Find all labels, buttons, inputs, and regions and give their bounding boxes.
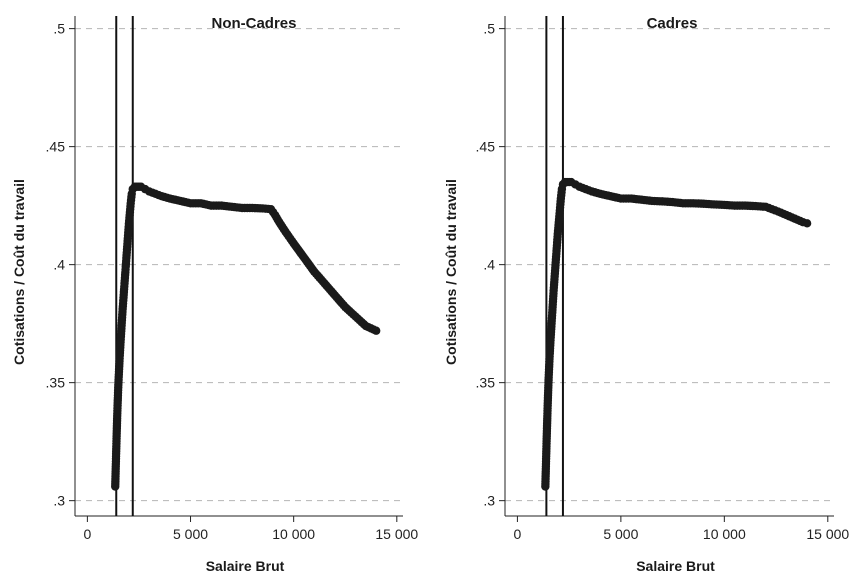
x-tick-label: 5 000 bbox=[603, 526, 638, 542]
y-tick-label: .45 bbox=[46, 139, 66, 155]
y-tick-label: .5 bbox=[483, 21, 495, 37]
panel-non-cadres: .3 .35 .4 .45 .5 0 5 000 10 000 15 000 Non-Cadres… bbox=[11, 15, 418, 574]
y-tick-label: .3 bbox=[53, 493, 65, 509]
y-tick-label: .4 bbox=[53, 257, 65, 273]
y-axis-label: Cotisations / Coût du travail bbox=[11, 179, 27, 365]
scatter-series bbox=[541, 177, 812, 491]
data-point bbox=[371, 326, 381, 335]
x-axis-label: Salaire Brut bbox=[636, 558, 715, 574]
y-tick-label: .3 bbox=[483, 493, 495, 509]
x-tick-label: 15 000 bbox=[806, 526, 849, 542]
x-tick-label: 0 bbox=[514, 526, 522, 542]
x-tick-label: 10 000 bbox=[272, 526, 315, 542]
chart-title: Non-Cadres bbox=[211, 15, 296, 32]
x-axis-label: Salaire Brut bbox=[206, 558, 285, 574]
y-tick-label: .35 bbox=[46, 375, 66, 391]
y-axis-label: Cotisations / Coût du travail bbox=[443, 179, 459, 365]
panel-cadres: .3 .35 .4 .45 .5 0 5 000 10 000 15 000 Cadres Sala… bbox=[443, 15, 849, 574]
x-tick-label: 15 000 bbox=[375, 526, 418, 542]
y-tick-label: .35 bbox=[476, 375, 496, 391]
y-tick-label: .4 bbox=[483, 257, 495, 273]
scatter-series bbox=[111, 182, 381, 491]
y-tick-label: .5 bbox=[53, 21, 65, 37]
y-tick-label: .45 bbox=[476, 139, 496, 155]
x-tick-label: 10 000 bbox=[703, 526, 746, 542]
x-tick-label: 5 000 bbox=[173, 526, 208, 542]
chart-title: Cadres bbox=[647, 15, 698, 32]
x-tick-label: 0 bbox=[83, 526, 91, 542]
data-point bbox=[802, 219, 812, 228]
